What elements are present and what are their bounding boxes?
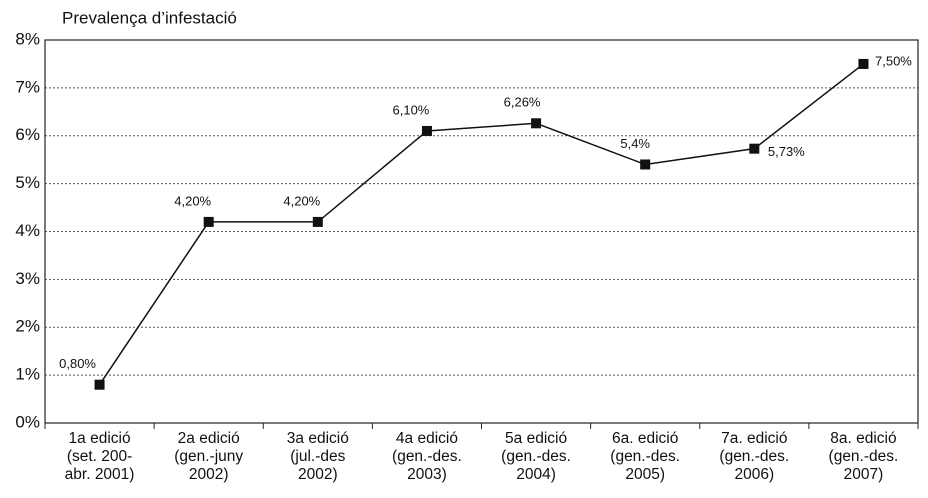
x-tick-label: 2a edició (gen.-juny 2002)	[174, 430, 243, 483]
x-tick-label-line: (gen.-des.	[501, 448, 571, 465]
data-line	[98, 63, 864, 386]
x-tick-label-line: abr. 2001)	[65, 466, 135, 483]
x-tick-label-line: 2002)	[298, 466, 338, 483]
x-tick-label: 7a. edició (gen.-des. 2006)	[719, 430, 789, 483]
x-tick-label-line: 4a edició	[396, 430, 458, 447]
data-point	[94, 379, 105, 390]
x-tick-label-line: (gen.-des.	[610, 448, 680, 465]
data-label: 5,73%	[768, 144, 805, 159]
data-label: 7,50%	[875, 53, 912, 68]
data-label: 0,80%	[59, 356, 96, 371]
data-point	[858, 58, 869, 69]
y-tick-label: 4%	[15, 221, 40, 240]
chart-title: Prevalença d’infestació	[62, 8, 237, 27]
x-tick-label-line: 3a edició	[287, 430, 349, 447]
x-tick-label-line: 1a edició	[69, 430, 131, 447]
x-tick-label: 4a edició (gen.-des. 2003)	[392, 430, 462, 483]
x-tick-label-line: 5a edició	[505, 430, 567, 447]
x-tick-label-line: 6a. edició	[612, 430, 678, 447]
data-point	[640, 159, 651, 170]
data-point	[203, 216, 214, 227]
x-tick-label: 3a edició (jul.-des 2002)	[287, 430, 349, 483]
data-point	[312, 216, 323, 227]
y-tick-label: 3%	[15, 269, 40, 288]
x-tick-label-line: (gen.-juny	[174, 448, 243, 465]
data-label: 5,4%	[620, 136, 650, 151]
x-tick-label-line: 2002)	[189, 466, 229, 483]
x-tick-label-line: (gen.-des.	[719, 448, 789, 465]
x-tick-label-line: 2003)	[407, 466, 447, 483]
x-tick-label-line: 8a. edició	[830, 430, 896, 447]
x-tick-label-line: 2005)	[625, 466, 665, 483]
x-tick-label: 1a edició (set. 200-abr. 2001)	[65, 430, 135, 483]
y-tick-label: 0%	[15, 412, 40, 431]
data-label: 4,20%	[174, 193, 211, 208]
data-point	[531, 118, 542, 129]
y-tick-label: 5%	[15, 173, 40, 192]
data-point	[749, 143, 760, 154]
x-tick-label-line: (gen.-des.	[392, 448, 462, 465]
x-tick-label-line: 2a edició	[178, 430, 240, 447]
x-tick-label-line: 2006)	[734, 466, 774, 483]
x-tick-label: 6a. edició (gen.-des. 2005)	[610, 430, 680, 483]
data-label: 6,26%	[504, 95, 541, 110]
x-tick-label-line: (set. 200-	[67, 448, 132, 465]
y-tick-label: 2%	[15, 317, 40, 336]
x-tick-label-line: (gen.-des.	[829, 448, 899, 465]
y-tick-label: 8%	[15, 29, 40, 48]
data-label: 6,10%	[393, 102, 430, 117]
x-tick-label-line: 7a. edició	[721, 430, 787, 447]
data-point	[421, 125, 432, 136]
y-tick-label: 1%	[15, 365, 40, 384]
y-tick-label: 7%	[15, 77, 40, 96]
y-tick-label: 6%	[15, 125, 40, 144]
x-tick-label-line: 2007)	[844, 466, 884, 483]
x-tick-label-line: (jul.-des	[290, 448, 345, 465]
x-tick-label: 8a. edició (gen.-des. 2007)	[829, 430, 899, 483]
x-tick-label: 5a edició (gen.-des. 2004)	[501, 430, 571, 483]
x-tick-label-line: 2004)	[516, 466, 556, 483]
data-label: 4,20%	[283, 193, 320, 208]
